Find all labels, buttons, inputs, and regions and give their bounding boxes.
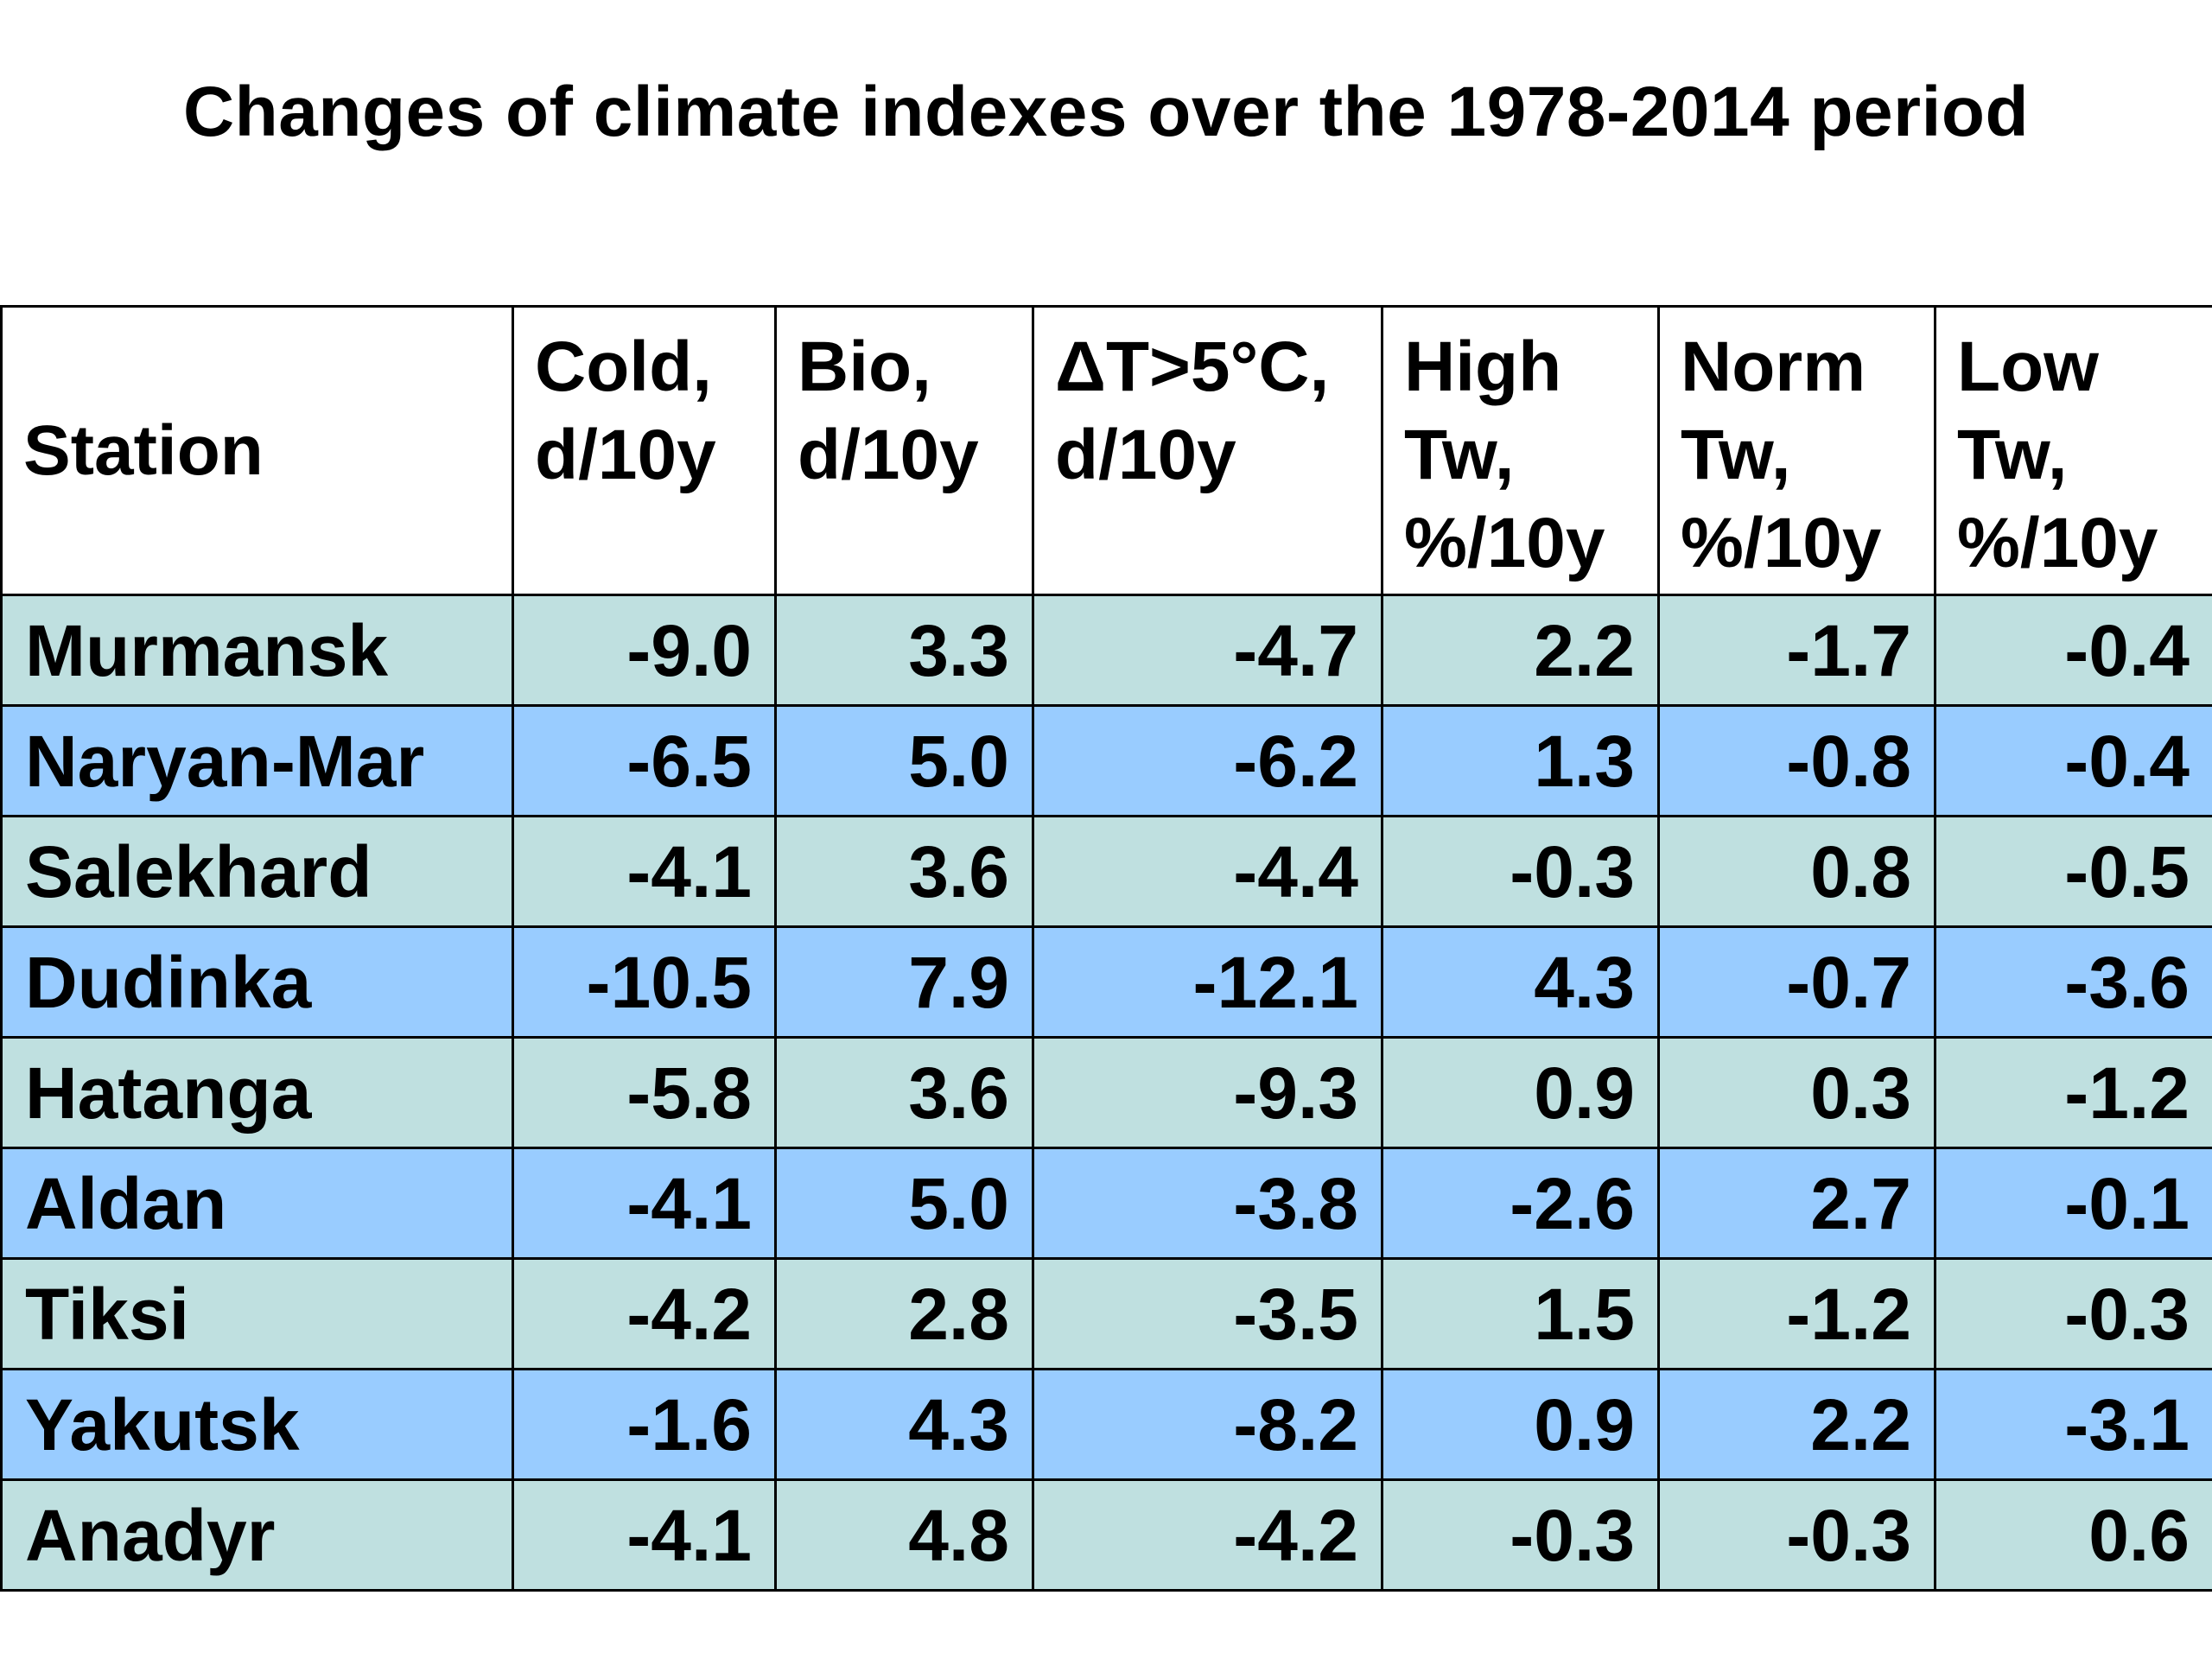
value-cell: -0.3 — [1381, 1478, 1660, 1592]
column-header-line: Tw, — [1681, 416, 1791, 494]
column-header-6: Low Tw, %/10y — [1934, 305, 2212, 596]
station-name-cell: Murmansk — [0, 594, 514, 707]
value-cell: 5.0 — [774, 1147, 1034, 1260]
column-header-4: High Tw, %/10y — [1381, 305, 1660, 596]
value-cell: -9.3 — [1032, 1036, 1383, 1149]
table-row: Dudinka -10.5 7.9 -12.1 4.3 -0.7 -3.6 — [0, 925, 2212, 1039]
value-cell: -6.5 — [512, 704, 777, 817]
value-cell: -9.0 — [512, 594, 777, 707]
column-header-line: Station — [23, 410, 264, 490]
value-cell: -4.1 — [512, 815, 777, 928]
column-header-line: Tw, — [1404, 416, 1515, 494]
value-cell: -2.6 — [1381, 1147, 1660, 1260]
value-cell: -4.1 — [512, 1147, 777, 1260]
station-name-cell: Salekhard — [0, 815, 514, 928]
table-row: Murmansk -9.0 3.3 -4.7 2.2 -1.7 -0.4 — [0, 594, 2212, 707]
value-cell: 0.6 — [1934, 1478, 2212, 1592]
value-cell: -0.1 — [1934, 1147, 2212, 1260]
chart-title: Changes of climate indexes over the 1978… — [182, 73, 2030, 151]
column-header-line: d/10y — [798, 416, 979, 494]
column-header-line: Norm — [1681, 327, 1866, 406]
value-cell: 2.7 — [1657, 1147, 1936, 1260]
column-header-line: Low — [1957, 327, 2099, 406]
column-header-line: %/10y — [1404, 504, 1605, 582]
value-cell: -4.2 — [1032, 1478, 1383, 1592]
value-cell: -4.1 — [512, 1478, 777, 1592]
column-header-line: d/10y — [535, 416, 716, 494]
station-name-cell: Hatanga — [0, 1036, 514, 1149]
value-cell: -0.4 — [1934, 704, 2212, 817]
station-name-cell: Dudinka — [0, 925, 514, 1039]
header-row: Station Cold, d/10y Bio, d/10y ΔT>5°C, d/10y Hi… — [0, 305, 2212, 596]
value-cell: 2.8 — [774, 1257, 1034, 1370]
column-header-line: %/10y — [1957, 504, 2158, 582]
station-name-cell: Anadyr — [0, 1478, 514, 1592]
value-cell: 3.3 — [774, 594, 1034, 707]
station-name-cell: Naryan-Mar — [0, 704, 514, 817]
table-row: Salekhard -4.1 3.6 -4.4 -0.3 0.8 -0.5 — [0, 815, 2212, 928]
value-cell: 3.6 — [774, 1036, 1034, 1149]
table-body: Murmansk -9.0 3.3 -4.7 2.2 -1.7 -0.4 Naryan-Mar… — [0, 594, 2212, 1592]
value-cell: -0.8 — [1657, 704, 1936, 817]
column-header-3: ΔT>5°C, d/10y — [1032, 305, 1383, 596]
table-row: Naryan-Mar -6.5 5.0 -6.2 1.3 -0.8 -0.4 — [0, 704, 2212, 817]
value-cell: -4.2 — [512, 1257, 777, 1370]
value-cell: 7.9 — [774, 925, 1034, 1039]
station-name-cell: Yakutsk — [0, 1368, 514, 1481]
column-header-line: High — [1404, 327, 1562, 406]
value-cell: -3.1 — [1934, 1368, 2212, 1481]
value-cell: -1.6 — [512, 1368, 777, 1481]
value-cell: -5.8 — [512, 1036, 777, 1149]
value-cell: -3.6 — [1934, 925, 2212, 1039]
table-row: Hatanga -5.8 3.6 -9.3 0.9 0.3 -1.2 — [0, 1036, 2212, 1149]
value-cell: -10.5 — [512, 925, 777, 1039]
value-cell: -3.5 — [1032, 1257, 1383, 1370]
value-cell: 4.3 — [1381, 925, 1660, 1039]
value-cell: 1.3 — [1381, 704, 1660, 817]
value-cell: -0.5 — [1934, 815, 2212, 928]
table-row: Aldan -4.1 5.0 -3.8 -2.6 2.7 -0.1 — [0, 1147, 2212, 1260]
value-cell: 5.0 — [774, 704, 1034, 817]
value-cell: 2.2 — [1657, 1368, 1936, 1481]
value-cell: -0.3 — [1934, 1257, 2212, 1370]
column-header-line: %/10y — [1681, 504, 1882, 582]
value-cell: 4.3 — [774, 1368, 1034, 1481]
value-cell: -6.2 — [1032, 704, 1383, 817]
value-cell: 3.6 — [774, 815, 1034, 928]
column-header-station: Station — [0, 305, 514, 596]
column-header-2: Bio, d/10y — [774, 305, 1034, 596]
value-cell: 0.9 — [1381, 1368, 1660, 1481]
value-cell: 1.5 — [1381, 1257, 1660, 1370]
value-cell: -0.3 — [1657, 1478, 1936, 1592]
column-header-line: Bio, — [798, 327, 931, 406]
table-row: Anadyr -4.1 4.8 -4.2 -0.3 -0.3 0.6 — [0, 1478, 2212, 1592]
column-header-line: Cold, — [535, 327, 712, 406]
value-cell: -4.7 — [1032, 594, 1383, 707]
value-cell: -0.4 — [1934, 594, 2212, 707]
value-cell: 2.2 — [1381, 594, 1660, 707]
column-header-line: Tw, — [1957, 416, 2068, 494]
value-cell: -12.1 — [1032, 925, 1383, 1039]
value-cell: 0.9 — [1381, 1036, 1660, 1149]
column-header-line: d/10y — [1055, 416, 1236, 494]
station-name-cell: Tiksi — [0, 1257, 514, 1370]
value-cell: -8.2 — [1032, 1368, 1383, 1481]
value-cell: -3.8 — [1032, 1147, 1383, 1260]
station-name-cell: Aldan — [0, 1147, 514, 1260]
value-cell: -0.3 — [1381, 815, 1660, 928]
value-cell: -4.4 — [1032, 815, 1383, 928]
table-row: Tiksi -4.2 2.8 -3.5 1.5 -1.2 -0.3 — [0, 1257, 2212, 1370]
value-cell: -1.7 — [1657, 594, 1936, 707]
value-cell: -1.2 — [1657, 1257, 1936, 1370]
value-cell: 4.8 — [774, 1478, 1034, 1592]
table-row: Yakutsk -1.6 4.3 -8.2 0.9 2.2 -3.1 — [0, 1368, 2212, 1481]
value-cell: 0.8 — [1657, 815, 1936, 928]
value-cell: -1.2 — [1934, 1036, 2212, 1149]
climate-index-table: Station Cold, d/10y Bio, d/10y ΔT>5°C, d/10y Hi… — [0, 305, 2212, 1592]
value-cell: 0.3 — [1657, 1036, 1936, 1149]
column-header-line: ΔT>5°C, — [1055, 327, 1330, 406]
value-cell: -0.7 — [1657, 925, 1936, 1039]
column-header-1: Cold, d/10y — [512, 305, 777, 596]
column-header-5: Norm Tw, %/10y — [1657, 305, 1936, 596]
